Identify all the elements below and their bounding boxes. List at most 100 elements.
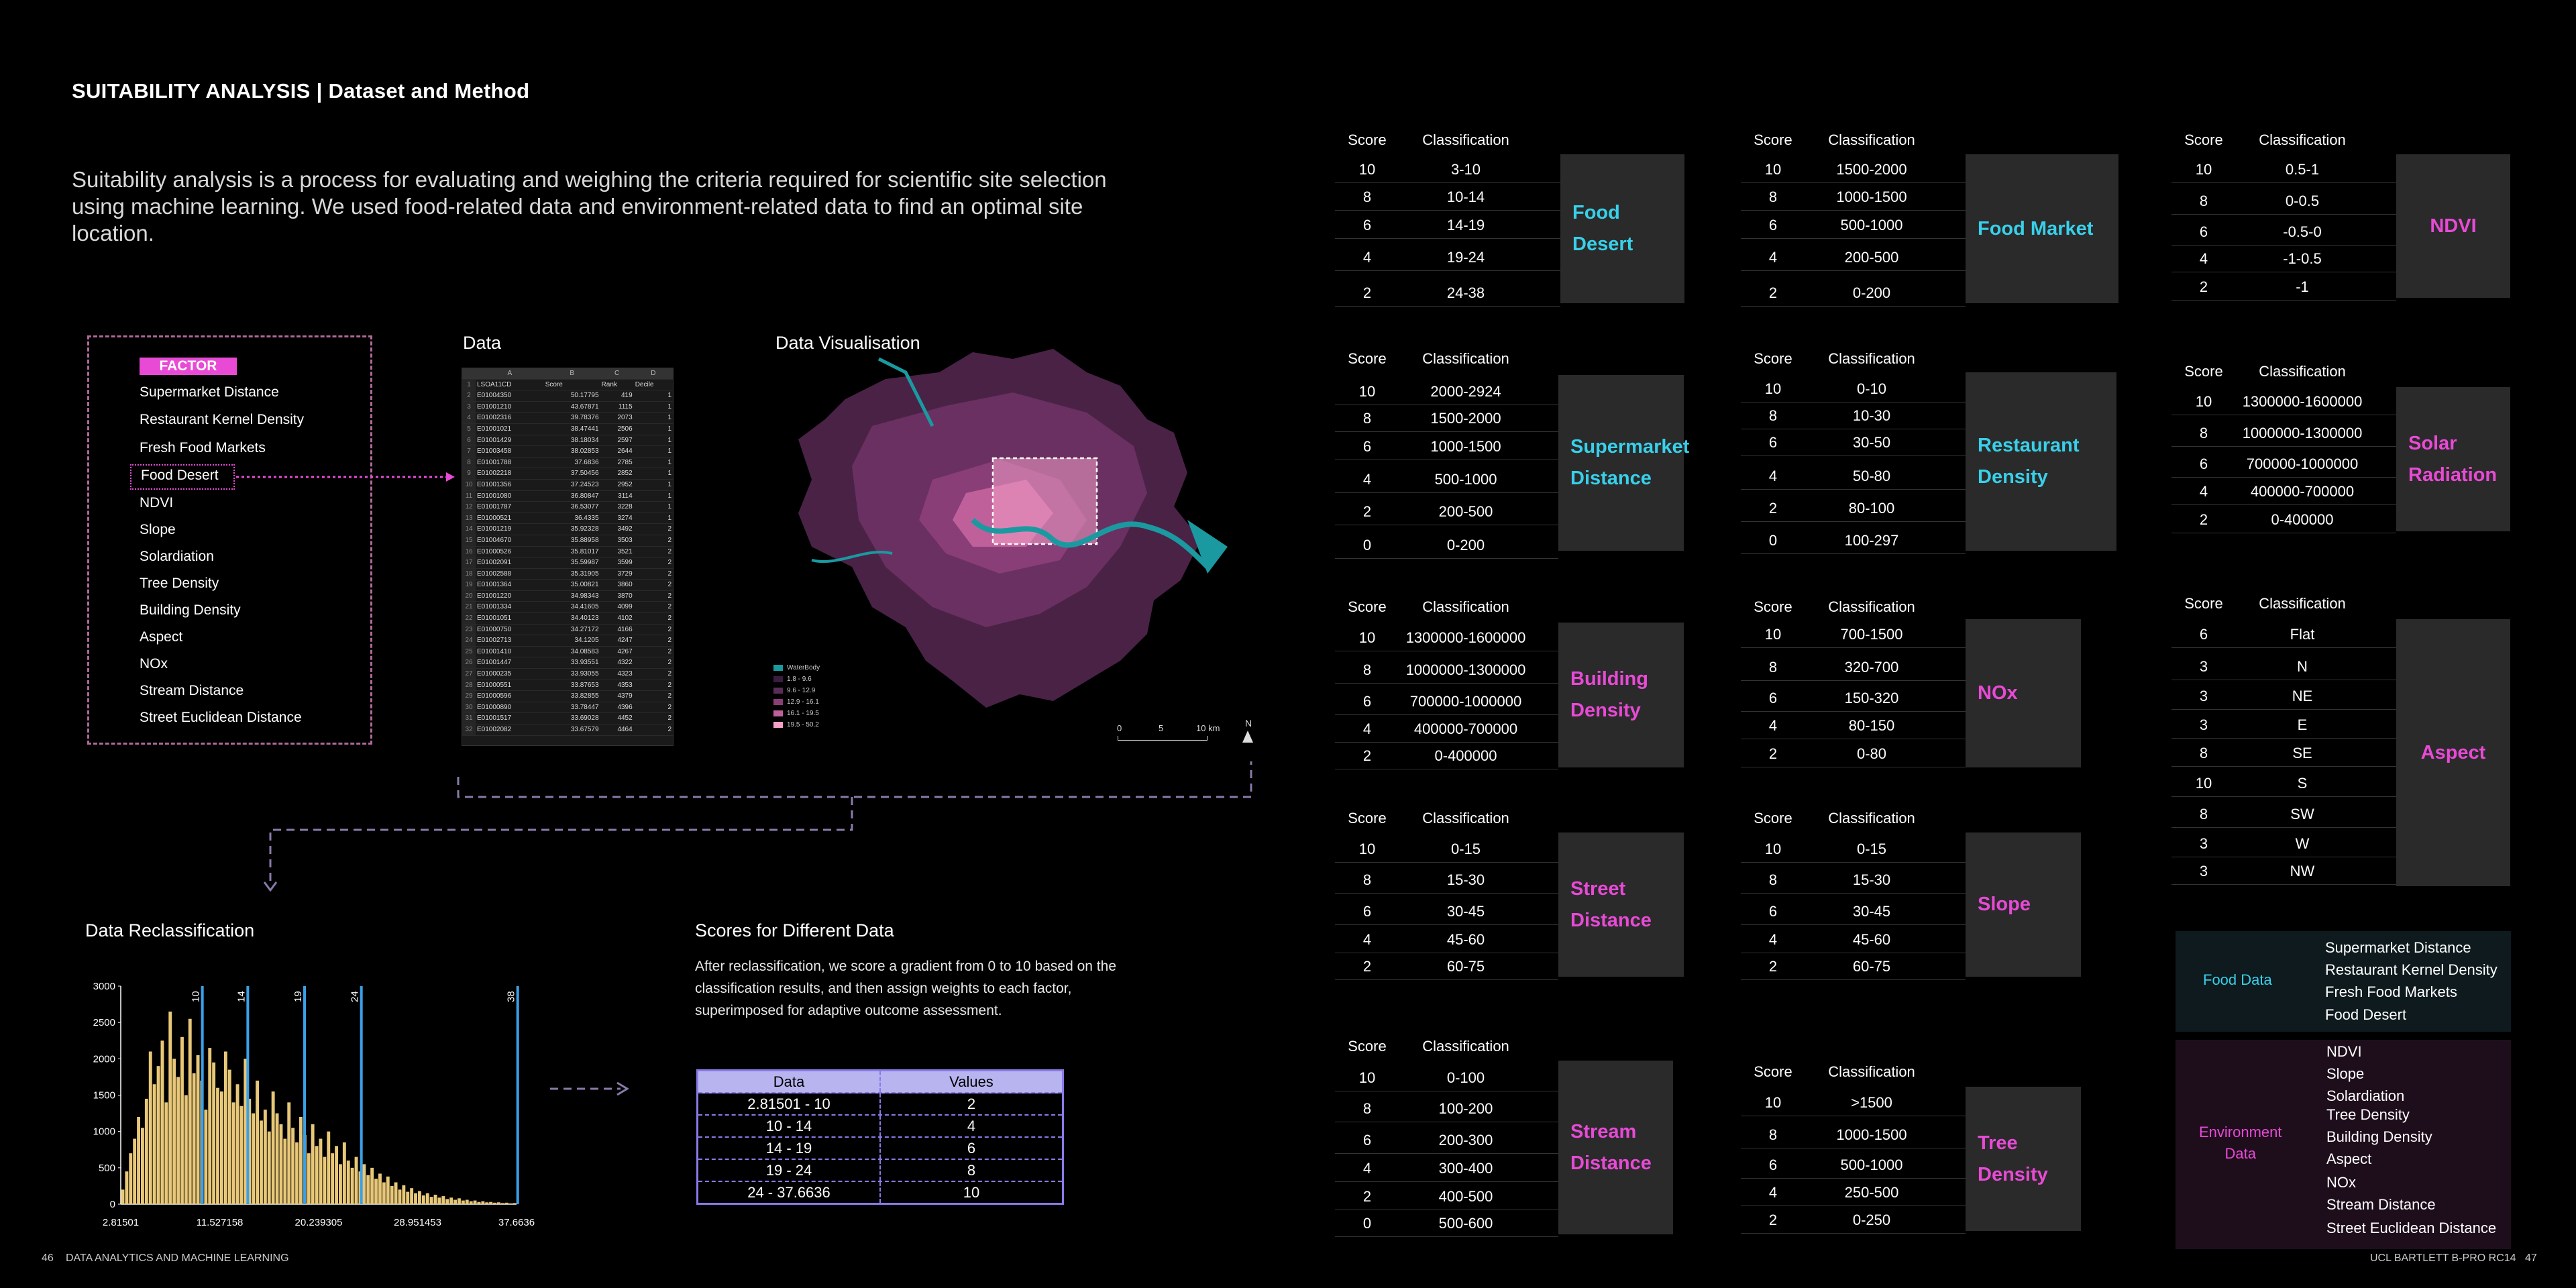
sheet-cell: 1 [633, 445, 673, 458]
classification-value: 0-200 [1446, 537, 1485, 553]
score-value: 6 [1362, 1132, 1372, 1148]
sheet-cell: E01002091 [476, 557, 544, 569]
sheet-cell: 21 [462, 601, 476, 614]
histogram-bar [406, 1191, 410, 1204]
sheet-cell: 2 [633, 568, 673, 580]
score-value: 10 [2195, 161, 2212, 178]
sheet-cell: 4379 [600, 690, 634, 702]
sheet-cell: 9 [462, 468, 476, 480]
histogram-bar [323, 1157, 327, 1204]
classification-value: -0.5-0 [2283, 223, 2322, 240]
card-title-box: NDVI [2396, 154, 2510, 298]
sheet-cell: E01001219 [476, 523, 544, 535]
card-title: NDVI [2430, 211, 2476, 242]
table-row: 27 E01000235 33.93055 4323 2 [462, 668, 673, 680]
sheet-cell: 31 [462, 712, 476, 724]
break-label: 10 [191, 991, 202, 1002]
row-divider [1741, 862, 1966, 863]
card-title-line: Tree [1978, 1132, 2018, 1154]
score-value: 2 [1362, 958, 1372, 975]
score-value: 2 [1768, 284, 1778, 301]
card-title-box: Stream Distance [1558, 1061, 1673, 1234]
break-label: 24 [350, 991, 361, 1002]
environment-data-item: Slope [2326, 1065, 2365, 1082]
histogram-bar [176, 1077, 180, 1204]
classification-value: 500-1000 [1840, 1157, 1903, 1173]
sheet-cell: 11 [462, 490, 476, 502]
food-data-group [2176, 931, 2511, 1032]
sheet-cell: 38.18034 [543, 435, 600, 447]
sheet-cell: 4099 [600, 601, 634, 614]
classification-value: Flat [2290, 626, 2315, 643]
table-row: 19 E01001364 35.00821 3860 2 [462, 579, 673, 591]
map-legend: WaterBody 1.8 - 9.6 9.6 - 12.9 12.9 - 16.1 1… [773, 662, 820, 731]
sheet-cell: 35.88958 [543, 535, 600, 547]
sheet-cell: 2 [633, 657, 673, 669]
sheet-cell: 1 [633, 401, 673, 413]
scores-cell: 6 [967, 1140, 976, 1157]
sheet-cell: 24 [462, 635, 476, 647]
classification-value: 200-500 [1438, 503, 1493, 520]
map-legend-item: WaterBody [773, 662, 820, 674]
scores-cell: 2 [967, 1095, 976, 1112]
score-value: 6 [1768, 903, 1778, 920]
sheet-cell: 4396 [600, 702, 634, 714]
table-row: 23 E01000750 34.27172 4166 2 [462, 624, 673, 636]
map-legend-swatch [773, 699, 783, 705]
classification-value: E [2297, 716, 2308, 733]
card-title-box: Slope [1966, 833, 2081, 977]
histogram-bar [220, 1091, 223, 1204]
histogram-bar [497, 1202, 500, 1204]
sheet-cell: 26 [462, 657, 476, 669]
y-tick-label: 500 [99, 1163, 115, 1174]
sheet-column-letter [462, 368, 476, 380]
row-divider [1335, 862, 1558, 863]
intro-paragraph: Suitability analysis is a process for ev… [72, 167, 1107, 246]
histogram-bar [441, 1196, 445, 1204]
card-title-box: Restaurant Density [1966, 372, 2116, 551]
score-value: 6 [1768, 434, 1778, 451]
histogram-bar [152, 1084, 156, 1204]
sheet-cell: E01002218 [476, 468, 544, 480]
sheet-cell: 8 [462, 457, 476, 469]
score-value: 8 [1768, 659, 1778, 676]
card-title-box: Food Desert [1560, 154, 1684, 303]
map-legend-item: 19.5 - 50.2 [773, 719, 820, 731]
card-title-box: Solar Radiation [2396, 387, 2510, 531]
sheet-cell: 16 [462, 546, 476, 558]
score-header: Score [1348, 598, 1387, 615]
histogram-bar [141, 1128, 144, 1204]
classification-header: Classification [1422, 350, 1509, 367]
histogram-bar [256, 1080, 259, 1204]
london-map: WaterBody 1.8 - 9.6 9.6 - 12.9 12.9 - 16.1 1… [771, 345, 1275, 761]
score-value: 0 [1362, 537, 1372, 553]
sheet-cell: 33.69028 [543, 712, 600, 724]
sheet-cell: 3870 [600, 590, 634, 602]
row-divider [1335, 979, 1558, 980]
sheet-cell: 3114 [600, 490, 634, 502]
score-value: 10 [1764, 841, 1782, 857]
classification-value: 2000-2924 [1430, 383, 1501, 400]
sheet-cell: 35.59987 [543, 557, 600, 569]
histogram-bar [493, 1202, 496, 1204]
sheet-cell: 34.1205 [543, 635, 600, 647]
row-divider [2171, 300, 2396, 301]
card-title-box: NOx [1966, 619, 2081, 767]
sheet-cell: 33.67579 [543, 724, 600, 736]
sheet-cell: E01000551 [476, 680, 544, 692]
card-title-line: Food Desert [1572, 202, 1633, 255]
histogram-bar [248, 1098, 252, 1204]
row-divider [1335, 210, 1560, 211]
sheet-cell: 33.93551 [543, 657, 600, 669]
score-value: 4 [1768, 717, 1778, 734]
factor-item: NOx [140, 656, 168, 672]
sheet-cell: 34.08583 [543, 646, 600, 658]
break-label: 14 [235, 991, 247, 1002]
sheet-cell: 2 [633, 646, 673, 658]
histogram-bar [267, 1131, 271, 1204]
sheet-cell: E01000750 [476, 624, 544, 636]
environment-data-item: Tree Density [2326, 1106, 2410, 1123]
classification-value: 1500-2000 [1430, 410, 1501, 427]
table-row: 32 E01002082 33.67579 4464 2 [462, 724, 673, 736]
histogram-bar [481, 1201, 485, 1204]
